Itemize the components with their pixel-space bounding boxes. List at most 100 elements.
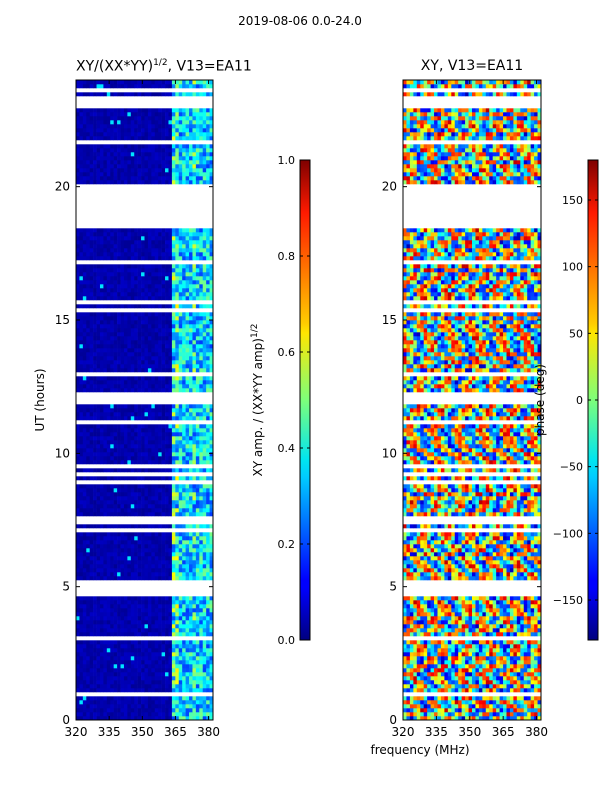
heat-cell: [178, 160, 183, 165]
heat-cell: [127, 716, 132, 721]
heat-cell: [82, 116, 87, 121]
heat-cell: [82, 524, 87, 529]
heat-cell: [171, 416, 176, 421]
heat-cell: [99, 380, 104, 385]
heat-cell: [165, 604, 169, 609]
heat-cell: [178, 168, 183, 173]
heat-cell: [96, 312, 101, 317]
heat-cell: [110, 488, 114, 493]
heat-cell: [76, 716, 80, 721]
heat-cell: [161, 348, 166, 353]
heat-cell: [76, 304, 80, 309]
heat-cell: [175, 612, 180, 617]
heat-cell: [147, 596, 152, 601]
heat-cell: [202, 128, 207, 133]
heat-cell: [161, 144, 166, 149]
flagged-row: [76, 224, 213, 229]
heat-cell: [168, 244, 173, 249]
heat-cell: [79, 120, 84, 125]
heat-cell: [147, 240, 152, 245]
heat-cell: [82, 296, 87, 301]
heat-cell: [141, 712, 145, 717]
heat-cell: [141, 284, 145, 289]
heat-cell: [189, 264, 193, 269]
heat-cell: [175, 136, 180, 141]
heat-cell: [195, 288, 200, 293]
heat-cell: [137, 656, 142, 661]
heat-cell: [127, 540, 132, 545]
heat-cell: [99, 288, 104, 293]
heat-cell: [192, 324, 197, 329]
heat-cell: [99, 672, 104, 677]
heat-cell: [161, 568, 166, 573]
heat-cell: [82, 376, 87, 381]
heat-cell: [189, 568, 193, 573]
heat-cell: [175, 456, 180, 461]
heat-cell: [103, 108, 108, 113]
heat-cell: [130, 680, 135, 685]
heat-cell: [195, 296, 200, 301]
heat-cell: [168, 444, 173, 449]
heat-cell: [144, 108, 149, 113]
heat-cell: [144, 388, 149, 393]
heat-cell: [123, 596, 128, 601]
heat-cell: [144, 680, 149, 685]
heat-cell: [89, 304, 94, 309]
heat-cell: [134, 384, 138, 389]
heat-cell: [182, 560, 186, 565]
heat-cell: [103, 344, 108, 349]
heat-cell: [123, 364, 128, 369]
heat-cell: [82, 264, 87, 269]
heat-cell: [117, 240, 121, 245]
heat-cell: [120, 468, 125, 473]
heat-cell: [171, 284, 176, 289]
heat-cell: [154, 512, 159, 517]
heat-cell: [93, 620, 97, 625]
heat-cell: [79, 176, 84, 181]
heat-cell: [171, 132, 176, 137]
heat-cell: [175, 124, 180, 129]
heat-cell: [89, 80, 94, 85]
heat-cell: [192, 696, 197, 701]
heat-cell: [99, 452, 104, 457]
heat-cell: [161, 244, 166, 249]
heat-cell: [154, 112, 159, 117]
heat-cell: [141, 648, 145, 653]
heat-cell: [76, 376, 80, 381]
heat-cell: [209, 696, 214, 701]
heat-cell: [182, 180, 186, 185]
heat-cell: [130, 128, 135, 133]
heat-cell: [127, 704, 132, 709]
heat-cell: [185, 424, 190, 429]
heat-cell: [86, 264, 90, 269]
heat-cell: [154, 148, 159, 153]
heat-cell: [93, 156, 97, 161]
heat-cell: [171, 476, 176, 481]
heat-cell: [168, 504, 173, 509]
heat-cell: [185, 324, 190, 329]
heat-cell: [168, 652, 173, 657]
heat-cell: [158, 332, 162, 337]
heat-cell: [178, 488, 183, 493]
heat-cell: [168, 644, 173, 649]
heat-cell: [141, 612, 145, 617]
heat-cell: [178, 416, 183, 421]
heat-cell: [96, 336, 101, 341]
heat-cell: [89, 616, 94, 621]
heat-cell: [113, 604, 118, 609]
heat-cell: [206, 708, 210, 713]
heat-cell: [185, 144, 190, 149]
heat-cell: [134, 248, 138, 253]
heat-cell: [185, 384, 190, 389]
heat-cell: [96, 304, 101, 309]
heat-cell: [185, 508, 190, 513]
heat-cell: [185, 336, 190, 341]
heat-cell: [96, 640, 101, 645]
heat-cell: [151, 436, 156, 441]
heat-cell: [171, 604, 176, 609]
heat-cell: [76, 608, 80, 613]
heat-cell: [154, 556, 159, 561]
heat-cell: [151, 648, 156, 653]
heat-cell: [178, 700, 183, 705]
heat-cell: [127, 456, 132, 461]
